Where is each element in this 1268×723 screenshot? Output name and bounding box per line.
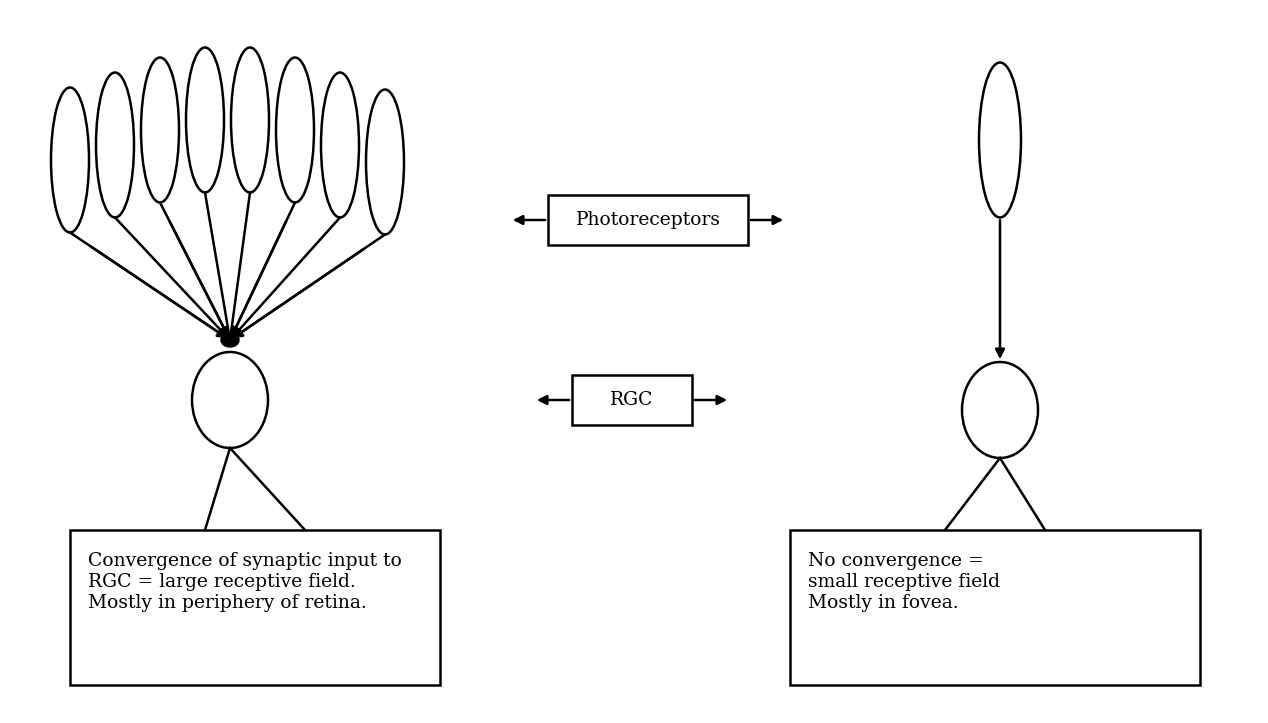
- Text: RGC: RGC: [610, 391, 654, 409]
- Ellipse shape: [221, 333, 238, 347]
- FancyBboxPatch shape: [548, 195, 748, 245]
- Text: Photoreceptors: Photoreceptors: [576, 211, 720, 229]
- FancyBboxPatch shape: [790, 530, 1200, 685]
- Text: No convergence =
small receptive field
Mostly in fovea.: No convergence = small receptive field M…: [808, 552, 1000, 612]
- FancyBboxPatch shape: [572, 375, 692, 425]
- Text: Convergence of synaptic input to
RGC = large receptive field.
Mostly in peripher: Convergence of synaptic input to RGC = l…: [87, 552, 402, 612]
- FancyBboxPatch shape: [70, 530, 440, 685]
